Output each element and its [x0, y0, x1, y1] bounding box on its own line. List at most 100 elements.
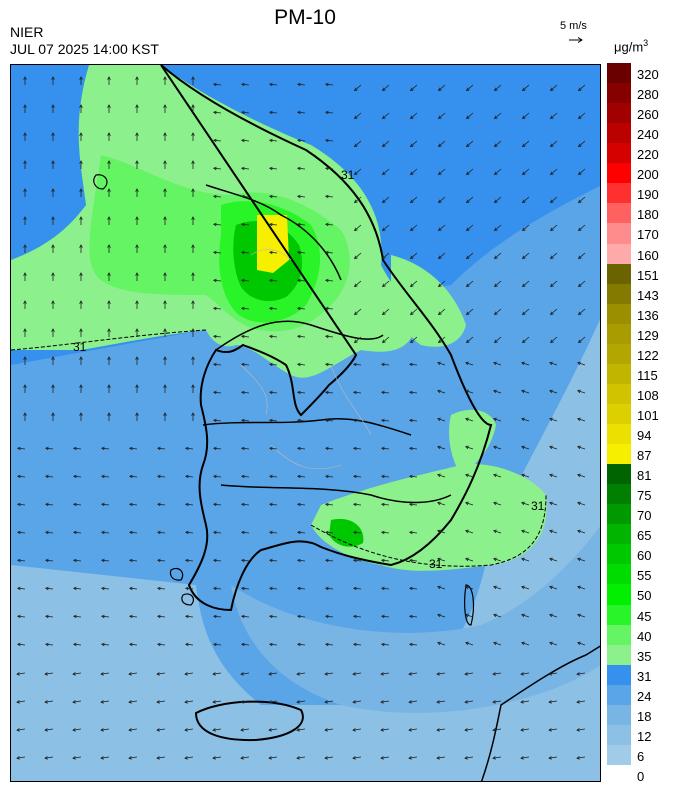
wind-arrowhead-icon: [493, 361, 497, 366]
wind-arrow-icon: [522, 280, 530, 287]
wind-arrow-icon: [577, 418, 586, 422]
wind-arrowhead-icon: [353, 283, 358, 288]
wind-arrowhead-icon: [549, 529, 553, 534]
wind-arrow-icon: [213, 335, 222, 338]
wind-arrowhead-icon: [296, 418, 301, 423]
wind-arrowhead-icon: [212, 110, 217, 115]
wind-arrowhead-icon: [465, 143, 470, 148]
wind-arrowhead-icon: [107, 104, 111, 108]
wind-arrow-icon: [352, 700, 362, 703]
wind-arrowhead-icon: [212, 672, 216, 676]
wind-arrowhead-icon: [240, 614, 245, 619]
wind-arrowhead-icon: [380, 700, 384, 704]
wind-arrow-icon: [128, 756, 138, 759]
wind-arrow-icon: [493, 362, 502, 366]
wind-arrowhead-icon: [548, 756, 552, 760]
wind-arrowhead-icon: [79, 244, 83, 248]
wind-arrowhead-icon: [240, 390, 245, 395]
wind-arrowhead-icon: [493, 613, 497, 618]
wind-arrow-icon: [296, 700, 306, 703]
wind-arrowhead-icon: [107, 188, 111, 192]
wind-arrow-icon: [156, 728, 166, 731]
wind-arrowhead-icon: [324, 82, 329, 87]
wind-arrow-icon: [382, 224, 390, 231]
wind-arrowhead-icon: [268, 110, 273, 115]
wind-arrow-icon: [578, 168, 586, 175]
wind-arrow-icon: [353, 503, 362, 506]
wind-arrow-icon: [269, 587, 278, 590]
wind-arrowhead-icon: [296, 334, 301, 339]
wind-arrowhead-icon: [128, 446, 133, 451]
wind-arrowhead-icon: [100, 558, 105, 563]
wind-arrow-icon: [17, 475, 26, 478]
wind-arrowhead-icon: [51, 272, 55, 276]
legend-tick-label: 108: [637, 387, 659, 403]
wind-arrow-icon: [577, 362, 586, 366]
wind-arrow-icon: [269, 475, 278, 478]
legend-tick-label: 151: [637, 267, 659, 283]
wind-arrowhead-icon: [520, 756, 524, 760]
wind-arrowhead-icon: [212, 756, 216, 760]
wind-arrowhead-icon: [212, 82, 217, 87]
wind-arrow-icon: [353, 447, 362, 450]
wind-arrowhead-icon: [212, 334, 217, 339]
wind-arrow-icon: [297, 391, 306, 394]
wind-arrowhead-icon: [436, 728, 440, 732]
wind-arrowhead-icon: [493, 445, 497, 450]
wind-arrow-icon: [549, 530, 558, 534]
legend-color-cell: [607, 83, 631, 104]
wind-arrowhead-icon: [353, 311, 358, 316]
wind-arrowhead-icon: [268, 586, 273, 591]
wind-arrowhead-icon: [465, 87, 470, 92]
wind-arrowhead-icon: [437, 339, 442, 344]
wind-arrowhead-icon: [296, 194, 301, 199]
wind-arrowhead-icon: [128, 586, 133, 591]
wind-arrowhead-icon: [549, 171, 554, 176]
wind-arrowhead-icon: [163, 328, 167, 332]
wind-arrow-icon: [269, 503, 278, 506]
wind-arrow-icon: [521, 362, 530, 366]
wind-arrowhead-icon: [577, 473, 581, 478]
wind-arrowhead-icon: [548, 672, 552, 676]
wind-arrowhead-icon: [549, 87, 554, 92]
wind-arrowhead-icon: [296, 138, 301, 143]
wind-arrow-icon: [493, 446, 502, 450]
wind-arrowhead-icon: [184, 642, 189, 647]
wind-arrow-icon: [185, 559, 194, 562]
wind-arrow-icon: [493, 390, 502, 394]
wind-arrow-icon: [492, 700, 502, 703]
wind-arrowhead-icon: [464, 700, 468, 704]
wind-arrowhead-icon: [465, 641, 469, 646]
wind-arrow-icon: [213, 279, 222, 282]
wind-arrow-icon: [297, 167, 306, 170]
wind-arrow-icon: [382, 112, 390, 119]
legend-color-cell: [607, 744, 631, 766]
wind-arrowhead-icon: [408, 418, 413, 423]
wind-arrowhead-icon: [268, 672, 272, 676]
wind-arrow-icon: [522, 84, 530, 91]
wind-arrow-icon: [213, 475, 222, 478]
wind-arrowhead-icon: [352, 614, 357, 619]
wind-arrowhead-icon: [492, 728, 496, 732]
wind-arrowhead-icon: [240, 306, 245, 311]
wind-arrowhead-icon: [380, 756, 384, 760]
wind-arrow-icon: [45, 587, 54, 590]
wind-arrowhead-icon: [493, 115, 498, 120]
wind-arrow-icon: [578, 112, 586, 119]
wind-arrowhead-icon: [520, 700, 524, 704]
wind-arrowhead-icon: [51, 328, 55, 332]
wind-arrow-icon: [213, 223, 222, 226]
wind-arrowhead-icon: [493, 311, 498, 316]
wind-arrowhead-icon: [212, 138, 217, 143]
wind-arrowhead-icon: [51, 104, 55, 108]
wind-arrowhead-icon: [100, 642, 105, 647]
legend-color-cell: [607, 584, 631, 606]
wind-arrow-icon: [157, 615, 166, 618]
wind-arrow-icon: [156, 756, 166, 759]
wind-arrow-icon: [73, 643, 82, 646]
wind-arrowhead-icon: [72, 642, 77, 647]
wind-arrowhead-icon: [324, 362, 329, 367]
wind-arrowhead-icon: [324, 642, 329, 647]
wind-arrowhead-icon: [409, 255, 414, 260]
wind-arrow-icon: [297, 223, 306, 226]
